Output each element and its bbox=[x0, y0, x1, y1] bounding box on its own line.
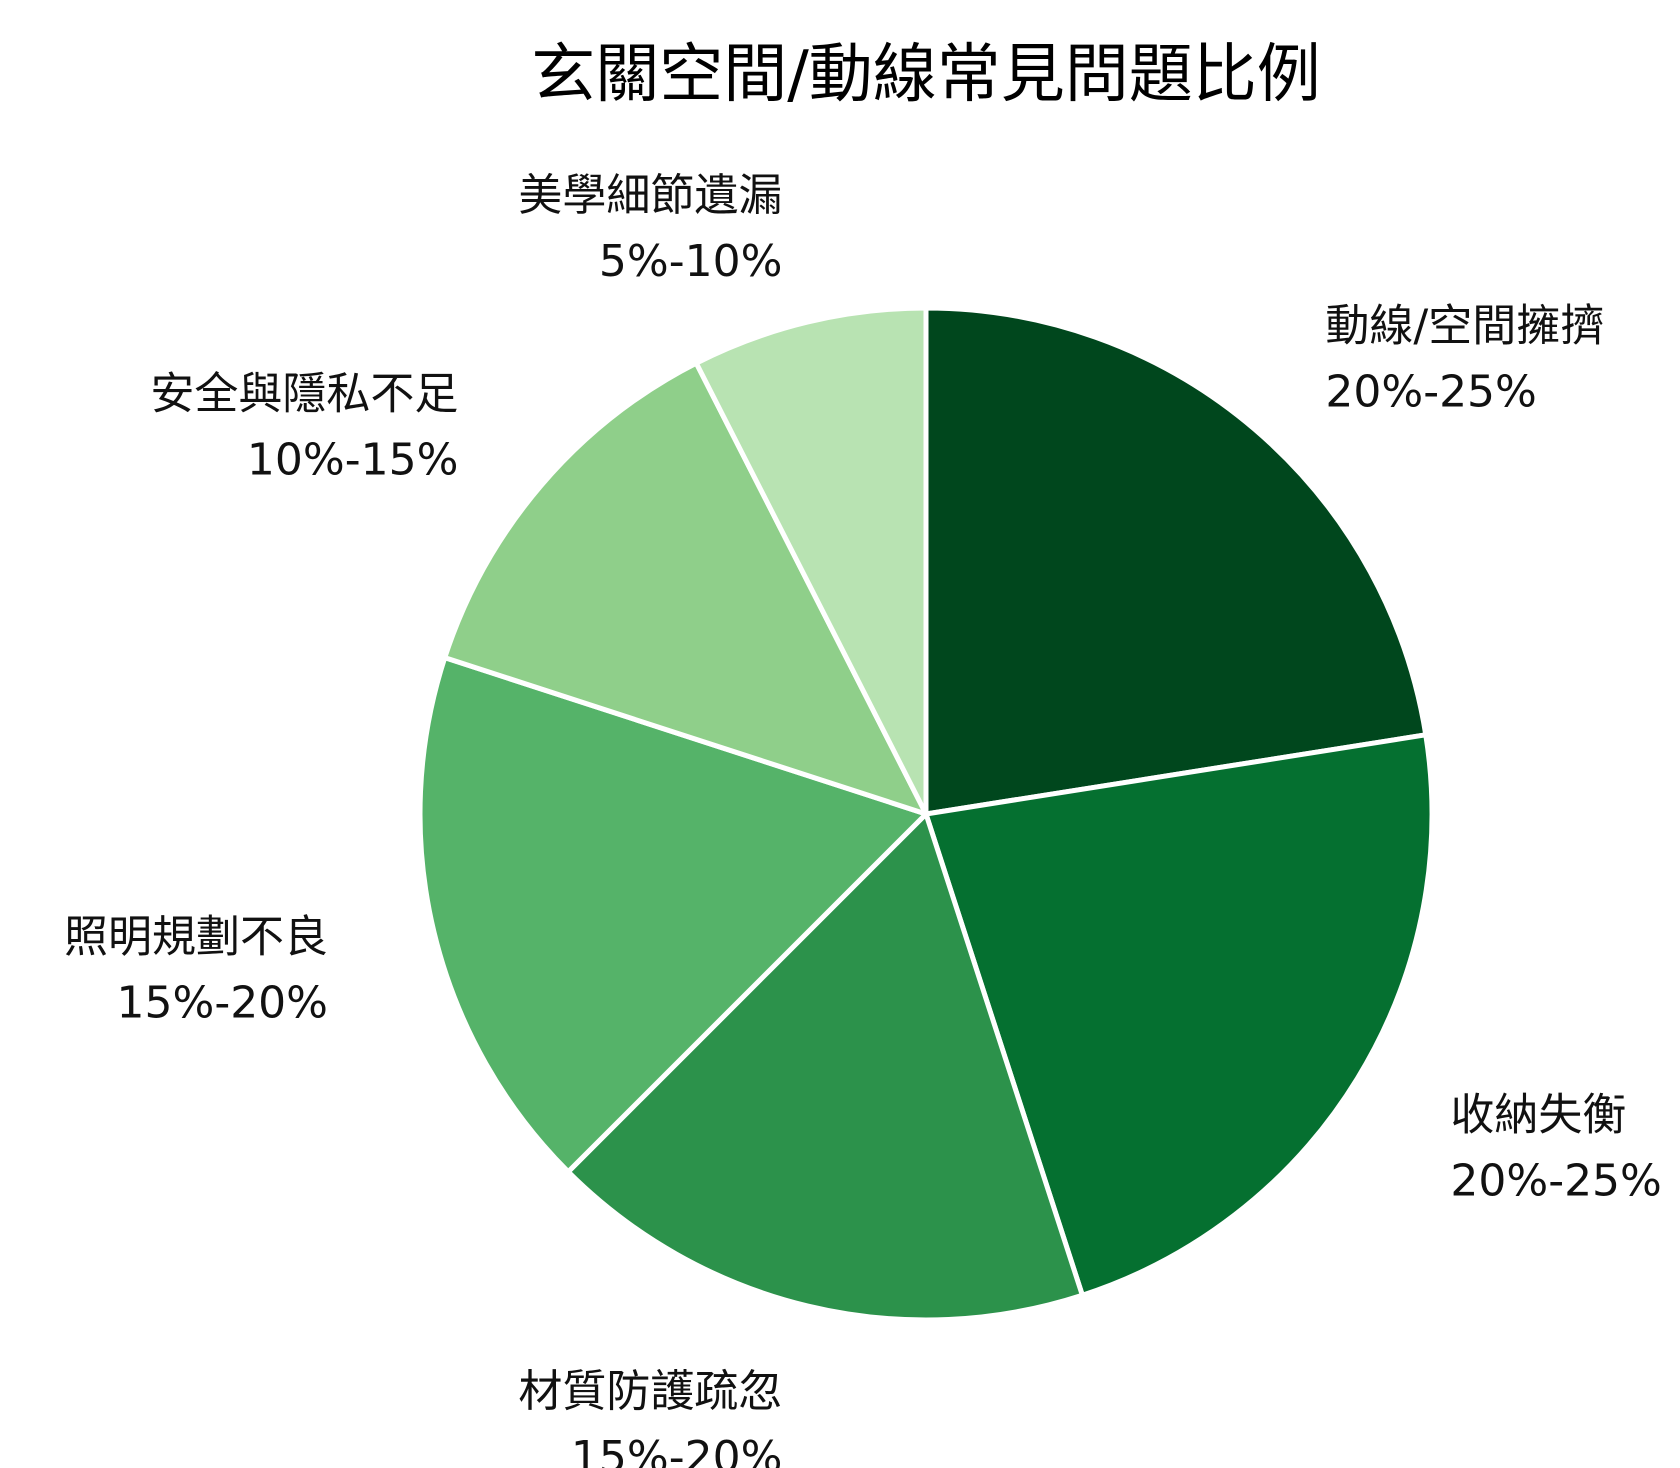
pie-slice bbox=[923, 305, 1429, 817]
pie-slice bbox=[923, 732, 1435, 1298]
slice-label-name: 安全與隱私不足 bbox=[150, 369, 458, 420]
slice-label-name: 收納失衡 bbox=[1450, 1089, 1626, 1140]
slice-label-name: 照明規劃不良 bbox=[64, 912, 328, 963]
pie-slice bbox=[565, 811, 1085, 1323]
pie-slice bbox=[693, 305, 929, 817]
slice-label-range: 20%-25% bbox=[1325, 366, 1536, 417]
pie-labels: 動線/空間擁擠 20%-25% 收納失衡 20%-25% 材質防護疏忽 15%-20% 照明… bbox=[64, 170, 1662, 1468]
slice-label-range: 10%-15% bbox=[247, 435, 458, 486]
slice-label-range: 15%-20% bbox=[571, 1432, 782, 1468]
slice-label-name: 美學細節遺漏 bbox=[518, 170, 782, 221]
slice-label-range: 15%-20% bbox=[117, 978, 328, 1029]
pie-slices bbox=[417, 305, 1435, 1323]
pie-slice bbox=[442, 360, 929, 817]
slice-label-range: 20%-25% bbox=[1450, 1155, 1661, 1206]
chart-title: 玄關空間/動線常見問題比例 bbox=[531, 38, 1321, 112]
slice-label-range: 5%-10% bbox=[599, 236, 782, 287]
slice-label-name: 動線/空間擁擠 bbox=[1325, 300, 1604, 351]
pie-slice bbox=[417, 655, 929, 1175]
slice-label-name: 材質防護疏忽 bbox=[518, 1366, 782, 1417]
